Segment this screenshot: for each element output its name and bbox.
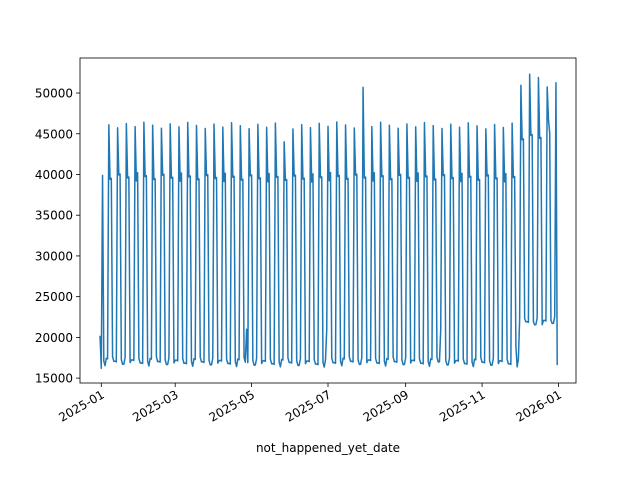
y-tick-label: 15000 [35,372,73,386]
y-tick-label: 25000 [35,290,73,304]
y-tick-label: 20000 [35,331,73,345]
y-tick-label: 35000 [35,209,73,223]
x-axis-title: not_happened_yet_date [256,441,400,455]
y-tick-label: 50000 [35,87,73,101]
plot-area [99,73,558,370]
y-tick-label: 40000 [35,168,73,182]
y-tick-label: 45000 [35,127,73,141]
series-line [99,73,558,370]
y-axis: 15000 20000 25000 30000 35000 40000 45000 50000 [35,87,80,386]
y-tick-label: 30000 [35,249,73,263]
